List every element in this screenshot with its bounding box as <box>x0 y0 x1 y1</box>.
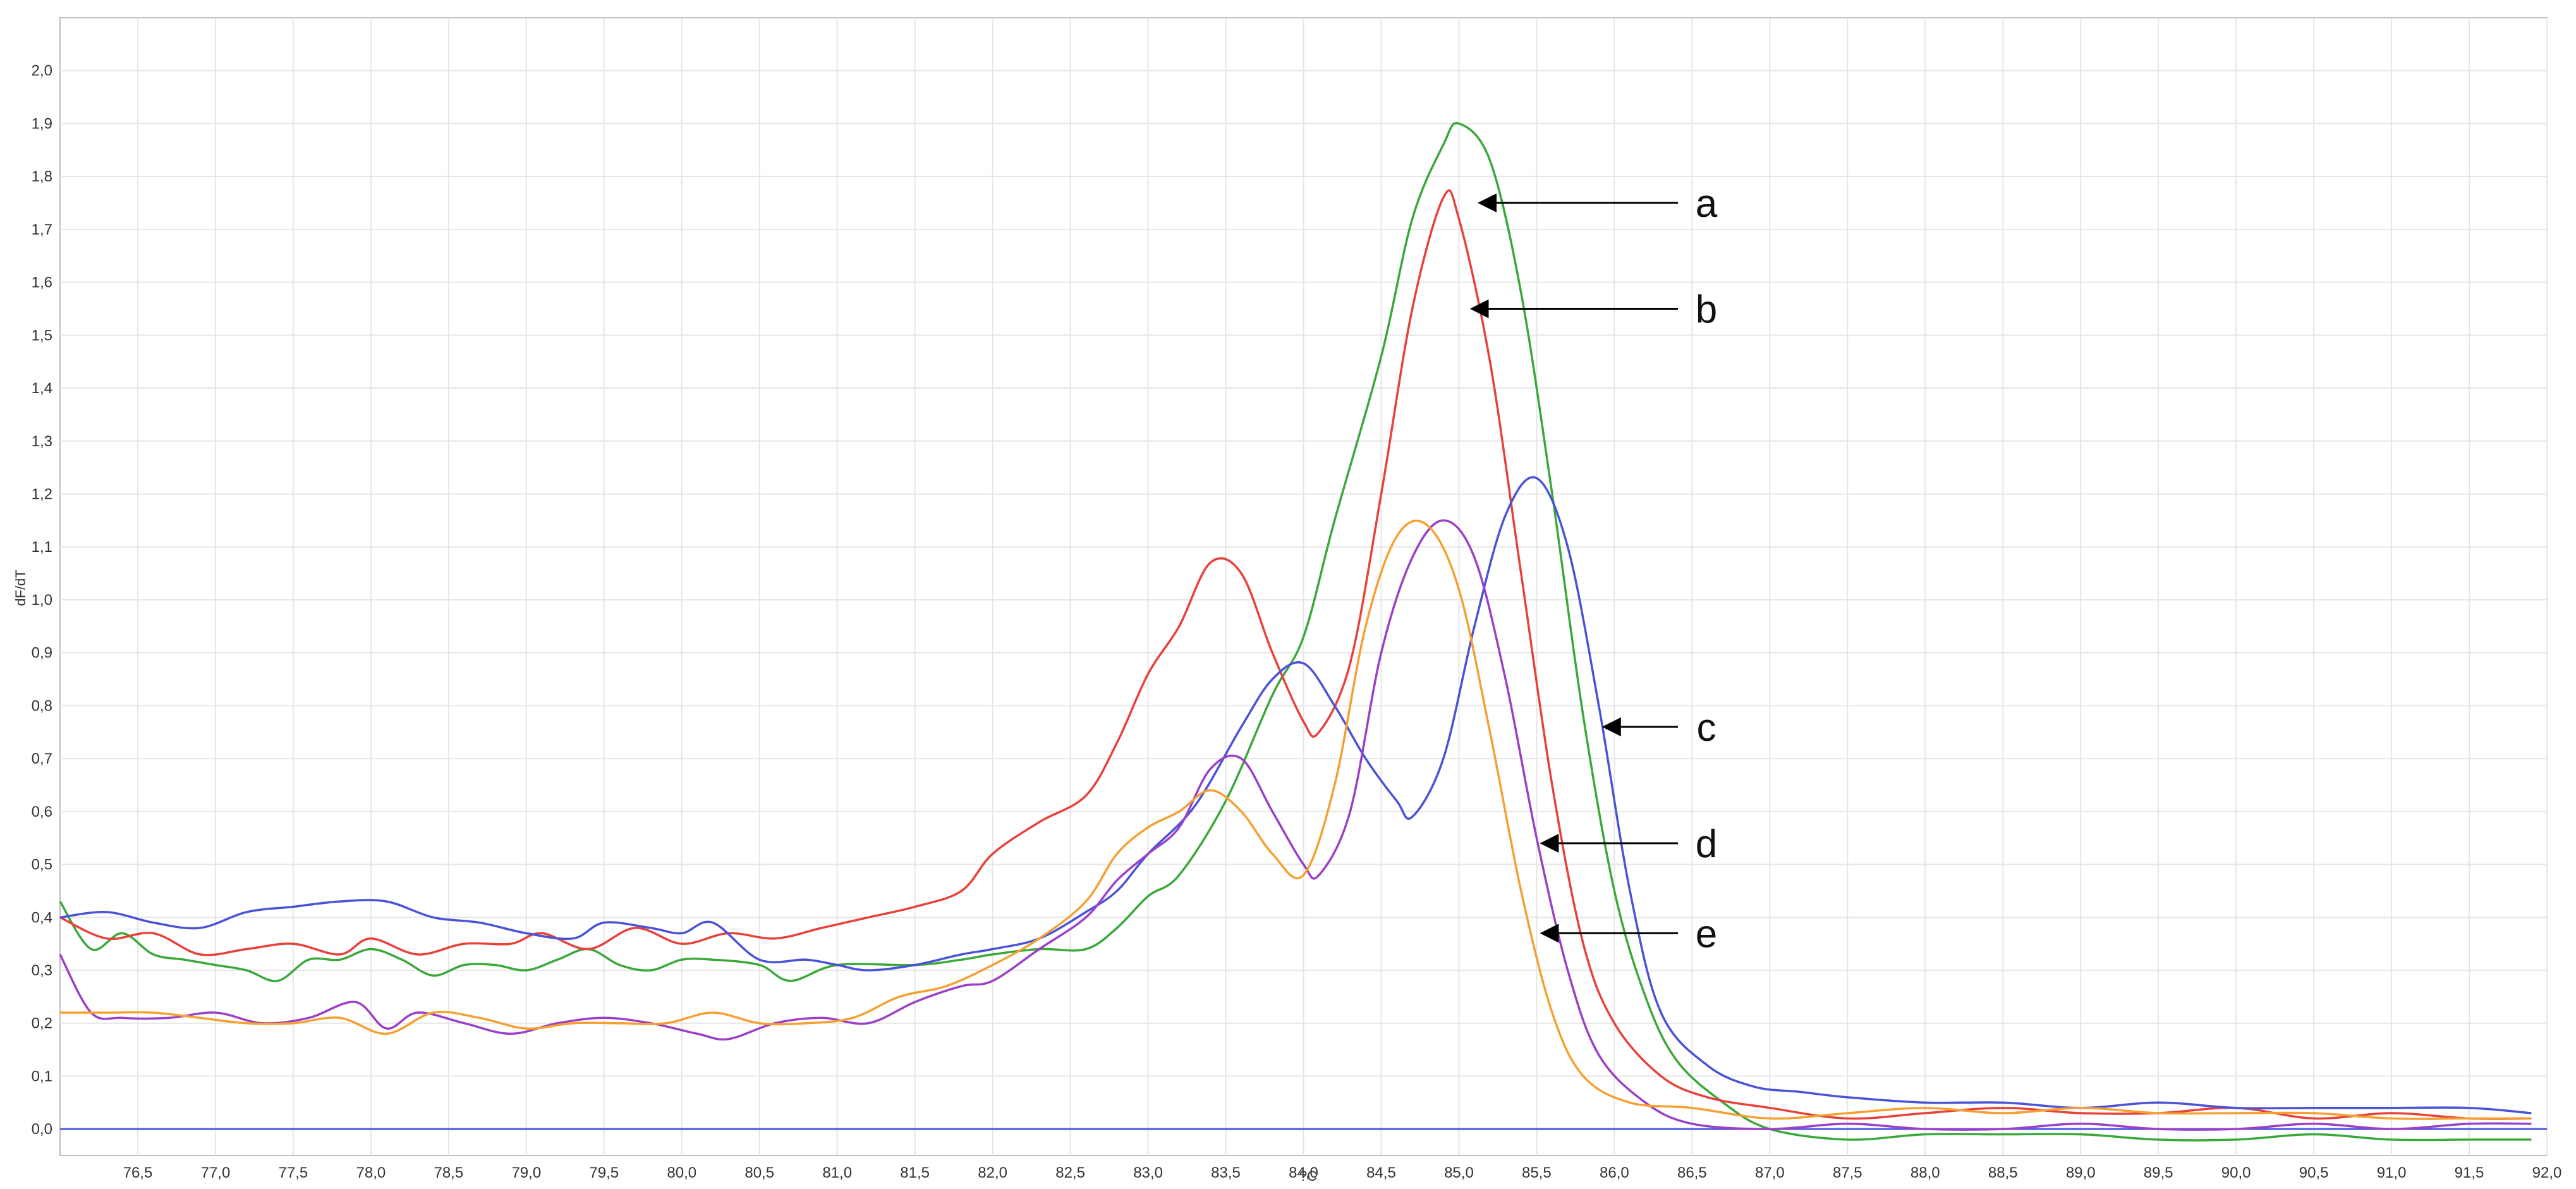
y-tick-label: 0,2 <box>32 1015 52 1032</box>
series-line-d <box>59 519 2532 1131</box>
x-tick-label: 85,0 <box>1444 1164 1474 1181</box>
y-tick-label: 1,3 <box>32 433 52 450</box>
y-tick-label: 1,9 <box>32 115 52 132</box>
x-tick-label: 81,5 <box>900 1164 930 1181</box>
x-tick-label: 77,5 <box>279 1164 308 1181</box>
y-tick-label: 1,0 <box>32 592 52 609</box>
x-tick-label: 87,0 <box>1755 1164 1785 1181</box>
series-group <box>59 121 2532 1142</box>
x-tick-label: 78,0 <box>356 1164 386 1181</box>
series-line-a <box>59 121 2532 1142</box>
y-tick-label: 0,7 <box>32 750 52 767</box>
x-tick-label: 76,5 <box>123 1164 153 1181</box>
x-tick-label: 84,5 <box>1366 1164 1396 1181</box>
x-tick-label: 82,5 <box>1055 1164 1085 1181</box>
x-tick-label: 80,0 <box>667 1164 696 1181</box>
x-tick-label: 77,0 <box>201 1164 231 1181</box>
y-tick-label: 0,9 <box>32 645 52 662</box>
x-tick-label: 83,0 <box>1133 1164 1163 1181</box>
x-tick-label: 79,5 <box>589 1164 619 1181</box>
y-tick-label: 1,1 <box>32 539 52 556</box>
annotation-label-d: d <box>1696 822 1717 866</box>
series-line-b <box>59 189 2532 1120</box>
y-tick-label: 0,0 <box>32 1121 52 1138</box>
tick-labels: 76,5 77,0 77,5 78,0 78,5 79,0 79,5 80,0 80,5 81,0… <box>32 63 2562 1181</box>
y-tick-label: 1,8 <box>32 168 52 185</box>
x-tick-label: 91,0 <box>2377 1164 2407 1181</box>
x-tick-label: 92,0 <box>2532 1164 2562 1181</box>
x-tick-label: 80,5 <box>744 1164 774 1181</box>
y-tick-label: 1,5 <box>32 327 52 344</box>
y-tick-label: 0,1 <box>32 1068 52 1085</box>
y-tick-label: 2,0 <box>32 63 52 80</box>
series-line-e <box>59 520 2532 1120</box>
annotations: a b c d e <box>1469 182 1718 956</box>
x-tick-label: 88,0 <box>1911 1164 1940 1181</box>
y-tick-label: 1,4 <box>32 380 52 397</box>
x-tick-label: 83,5 <box>1211 1164 1241 1181</box>
y-tick-label: 0,8 <box>32 697 52 714</box>
x-tick-label: 89,0 <box>2066 1164 2096 1181</box>
x-axis-title: ?C <box>1299 1168 1317 1184</box>
annotation-label-c: c <box>1697 706 1716 750</box>
annotation-label-a: a <box>1696 182 1718 226</box>
x-tick-label: 86,0 <box>1600 1164 1629 1181</box>
x-tick-label: 79,0 <box>511 1164 541 1181</box>
x-tick-label: 85,5 <box>1522 1164 1552 1181</box>
x-tick-label: 91,5 <box>2455 1164 2484 1181</box>
annotation-label-b: b <box>1696 288 1717 331</box>
y-tick-label: 1,2 <box>32 485 52 503</box>
y-tick-label: 1,6 <box>32 274 52 291</box>
x-tick-label: 87,5 <box>1833 1164 1862 1181</box>
grid <box>60 18 2548 1155</box>
y-axis-title: dF/dT <box>13 570 28 606</box>
series-line-c <box>59 476 2532 1114</box>
x-tick-label: 86,5 <box>1677 1164 1707 1181</box>
x-tick-label: 90,5 <box>2299 1164 2329 1181</box>
x-tick-label: 88,5 <box>1988 1164 2018 1181</box>
annotation-label-e: e <box>1696 912 1717 956</box>
y-tick-label: 0,3 <box>32 962 52 979</box>
x-tick-label: 81,0 <box>822 1164 852 1181</box>
y-tick-label: 1,7 <box>32 221 52 238</box>
x-tick-label: 82,0 <box>978 1164 1007 1181</box>
x-tick-label: 78,5 <box>434 1164 463 1181</box>
y-tick-label: 0,6 <box>32 803 52 820</box>
x-tick-label: 84,0 <box>1289 1164 1318 1181</box>
x-tick-label: 89,5 <box>2144 1164 2173 1181</box>
y-tick-label: 0,4 <box>32 909 52 926</box>
x-tick-label: 90,0 <box>2221 1164 2251 1181</box>
y-tick-label: 0,5 <box>32 857 52 874</box>
